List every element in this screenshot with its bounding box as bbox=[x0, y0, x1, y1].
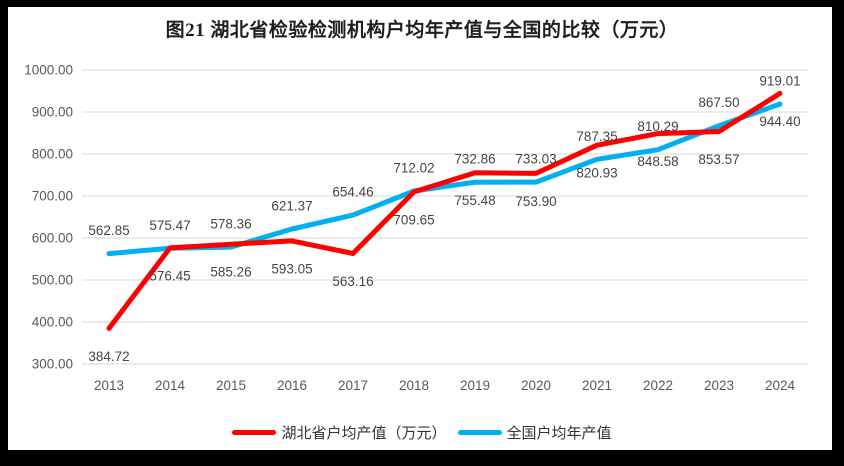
x-axis-tick-label: 2023 bbox=[704, 378, 734, 393]
x-axis-tick-label: 2020 bbox=[521, 378, 551, 393]
data-point-label: 621.37 bbox=[271, 199, 312, 214]
data-point-label: 733.03 bbox=[515, 152, 556, 167]
x-axis-tick-label: 2013 bbox=[94, 378, 124, 393]
data-point-label: 709.65 bbox=[393, 212, 434, 227]
x-axis-tick-label: 2024 bbox=[765, 378, 796, 393]
data-point-label: 575.47 bbox=[149, 218, 190, 233]
y-axis-tick-label: 1000.00 bbox=[24, 63, 73, 78]
x-axis-tick-label: 2016 bbox=[277, 378, 307, 393]
data-point-label: 787.35 bbox=[576, 129, 617, 144]
y-axis-tick-label: 600.00 bbox=[32, 231, 73, 246]
chart-title: 图21 湖北省检验检测机构户均年产值与全国的比较（万元） bbox=[165, 20, 679, 41]
data-point-label: 853.57 bbox=[698, 152, 739, 167]
y-axis-tick-label: 800.00 bbox=[32, 147, 73, 162]
y-axis-tick-label: 300.00 bbox=[32, 357, 73, 372]
legend-label-hubei: 湖北省户均产值（万元） bbox=[281, 424, 447, 442]
legend-item-hubei: 湖北省户均产值（万元） bbox=[232, 422, 447, 443]
y-axis-tick-label: 900.00 bbox=[32, 105, 73, 120]
frame-border-left bbox=[0, 0, 8, 466]
data-point-label: 867.50 bbox=[698, 95, 739, 110]
y-axis-tick-label: 400.00 bbox=[32, 315, 73, 330]
legend-label-national: 全国户均年产值 bbox=[506, 424, 612, 442]
frame-border-top bbox=[0, 0, 844, 7]
frame-border-right bbox=[832, 0, 844, 466]
data-point-label: 753.90 bbox=[515, 194, 556, 209]
data-point-label: 848.58 bbox=[637, 154, 678, 169]
data-point-label: 562.85 bbox=[88, 223, 129, 238]
x-axis-tick-label: 2018 bbox=[399, 378, 429, 393]
data-point-label: 732.86 bbox=[454, 152, 495, 167]
data-point-label: 810.29 bbox=[637, 119, 678, 134]
data-point-label: 384.72 bbox=[88, 349, 129, 364]
data-point-label: 578.36 bbox=[210, 217, 251, 232]
data-point-label: 944.40 bbox=[759, 114, 800, 129]
y-axis-tick-label: 500.00 bbox=[32, 273, 73, 288]
x-axis-tick-label: 2014 bbox=[155, 378, 186, 393]
data-point-label: 919.01 bbox=[759, 74, 800, 89]
x-axis-tick-label: 2022 bbox=[643, 378, 673, 393]
data-point-label: 563.16 bbox=[332, 274, 373, 289]
data-point-label: 593.05 bbox=[271, 261, 312, 276]
legend-line-red-icon bbox=[232, 429, 277, 435]
x-axis-tick-label: 2015 bbox=[216, 378, 246, 393]
x-axis-tick-label: 2017 bbox=[338, 378, 368, 393]
data-point-label: 755.48 bbox=[454, 193, 495, 208]
data-point-label: 585.26 bbox=[210, 265, 251, 280]
y-axis-tick-label: 700.00 bbox=[32, 189, 73, 204]
legend-item-national: 全国户均年产值 bbox=[457, 422, 612, 443]
x-axis-tick-label: 2021 bbox=[582, 378, 612, 393]
data-point-label: 820.93 bbox=[576, 166, 617, 181]
data-point-label: 576.45 bbox=[149, 268, 190, 283]
data-point-label: 654.46 bbox=[332, 185, 373, 200]
series-line-hubei bbox=[106, 90, 783, 331]
legend-line-blue-icon bbox=[457, 429, 502, 435]
frame-border-bottom bbox=[0, 450, 844, 466]
x-axis-tick-label: 2019 bbox=[460, 378, 490, 393]
data-point-label: 712.02 bbox=[393, 160, 434, 175]
chart-legend: 湖北省户均产值（万元） 全国户均年产值 bbox=[0, 422, 844, 442]
